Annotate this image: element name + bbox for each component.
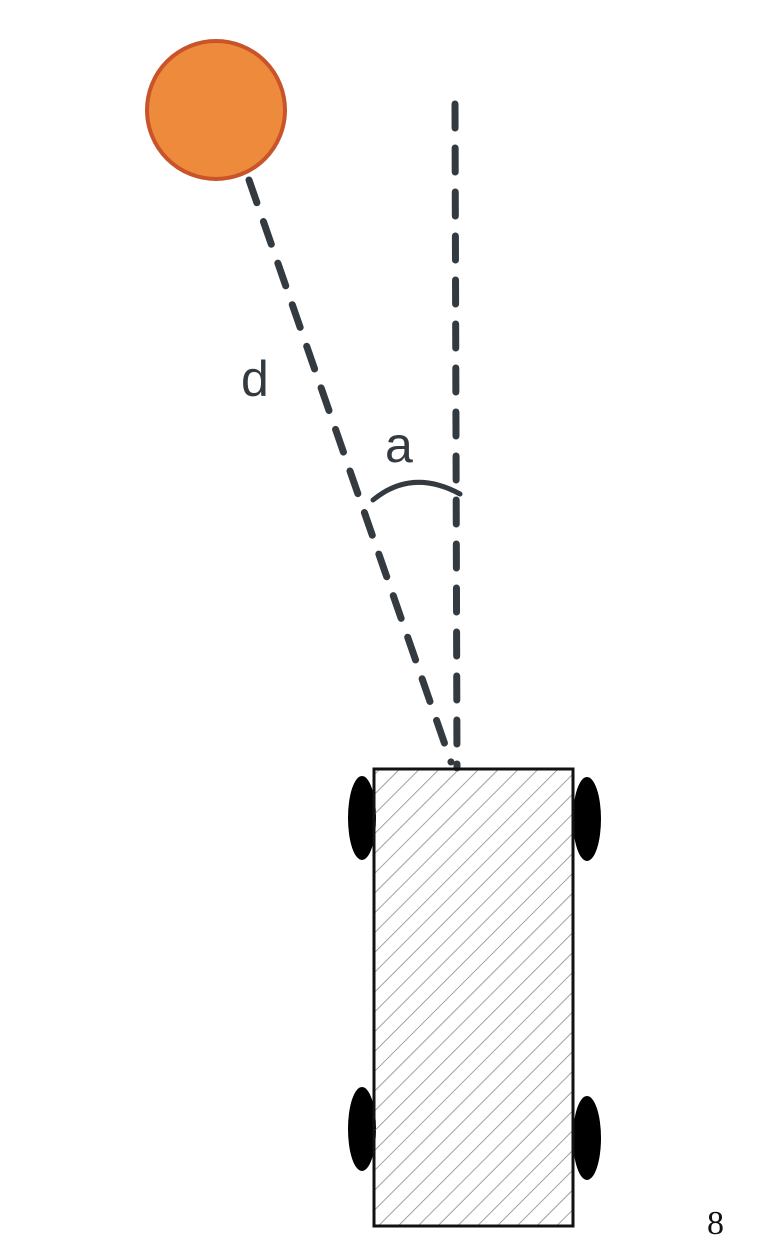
angle-arc [370,479,463,503]
angle-label: a [385,417,413,473]
distance-line [245,176,455,766]
wheel-front-left [348,776,376,860]
wheel-front-right [573,777,601,861]
robot-body [372,767,575,1228]
distance-label: d [241,351,269,407]
wheel-rear-right [573,1096,601,1180]
heading-line [451,100,461,772]
wheel-rear-left [348,1087,376,1171]
target-circle [145,39,287,181]
page-number: 8 [707,1205,724,1242]
